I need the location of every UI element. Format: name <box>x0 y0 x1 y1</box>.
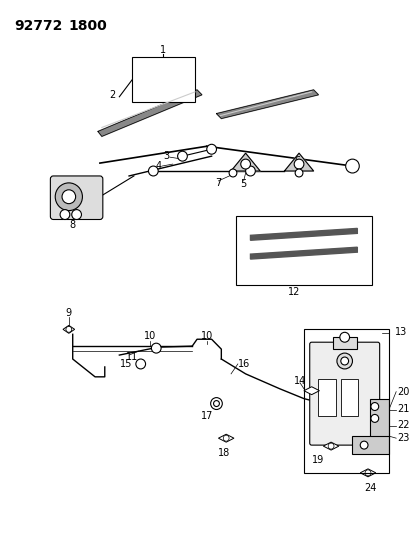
Text: 21: 21 <box>396 403 408 414</box>
Polygon shape <box>216 90 318 118</box>
Text: 24: 24 <box>363 483 375 492</box>
Circle shape <box>148 166 158 176</box>
Polygon shape <box>284 153 313 171</box>
Bar <box>340 379 357 416</box>
Circle shape <box>206 144 216 154</box>
Circle shape <box>245 166 255 176</box>
FancyBboxPatch shape <box>50 176 102 220</box>
Bar <box>351 436 389 454</box>
Circle shape <box>308 387 314 394</box>
Text: 17: 17 <box>200 411 212 422</box>
Circle shape <box>359 441 367 449</box>
Text: 3: 3 <box>162 151 169 161</box>
Text: 12: 12 <box>287 287 300 297</box>
Text: 19: 19 <box>311 455 324 465</box>
Text: 8: 8 <box>69 221 76 230</box>
Text: 10: 10 <box>144 332 156 341</box>
Circle shape <box>345 159 358 173</box>
Circle shape <box>294 159 303 169</box>
Polygon shape <box>63 325 74 333</box>
Polygon shape <box>230 153 259 171</box>
Circle shape <box>340 357 348 365</box>
Circle shape <box>66 326 71 332</box>
Text: 7: 7 <box>215 178 221 188</box>
Circle shape <box>294 169 302 177</box>
Text: 1: 1 <box>159 45 166 55</box>
Text: 16: 16 <box>237 359 249 369</box>
Circle shape <box>60 209 70 220</box>
Text: 20: 20 <box>396 386 408 397</box>
Bar <box>303 329 389 473</box>
Text: 14: 14 <box>293 376 305 386</box>
Circle shape <box>71 209 81 220</box>
Circle shape <box>151 343 161 353</box>
Text: 18: 18 <box>218 448 230 458</box>
Circle shape <box>177 151 187 161</box>
Text: 9: 9 <box>66 308 72 318</box>
Circle shape <box>328 443 333 449</box>
Polygon shape <box>250 247 356 259</box>
Bar <box>132 57 195 102</box>
Bar <box>369 399 389 438</box>
Text: 4: 4 <box>155 161 161 171</box>
Text: 10: 10 <box>200 332 212 341</box>
Circle shape <box>364 470 370 476</box>
Circle shape <box>336 353 351 369</box>
Circle shape <box>135 359 145 369</box>
Circle shape <box>240 159 250 169</box>
Circle shape <box>370 415 378 422</box>
Text: 23: 23 <box>396 433 408 443</box>
Bar <box>332 337 356 349</box>
Circle shape <box>55 183 82 211</box>
Text: 15: 15 <box>119 359 132 369</box>
Polygon shape <box>250 229 356 240</box>
Polygon shape <box>218 434 233 442</box>
Text: 92772: 92772 <box>14 19 63 33</box>
Circle shape <box>62 190 76 204</box>
Polygon shape <box>359 469 375 477</box>
Circle shape <box>228 169 236 177</box>
Text: 11: 11 <box>126 352 138 362</box>
Polygon shape <box>98 90 202 136</box>
Circle shape <box>223 435 228 441</box>
Text: 2: 2 <box>109 90 115 100</box>
Bar <box>318 379 335 416</box>
Text: 5: 5 <box>240 179 246 189</box>
Text: 13: 13 <box>394 327 406 337</box>
Polygon shape <box>303 387 319 394</box>
Circle shape <box>339 332 349 342</box>
Text: 6: 6 <box>294 156 299 166</box>
Circle shape <box>370 402 378 410</box>
Text: 1800: 1800 <box>69 19 107 33</box>
Bar <box>235 215 371 285</box>
Polygon shape <box>323 442 338 450</box>
Circle shape <box>213 401 219 407</box>
Circle shape <box>210 398 222 409</box>
FancyBboxPatch shape <box>309 342 379 445</box>
Text: 22: 22 <box>396 421 408 430</box>
